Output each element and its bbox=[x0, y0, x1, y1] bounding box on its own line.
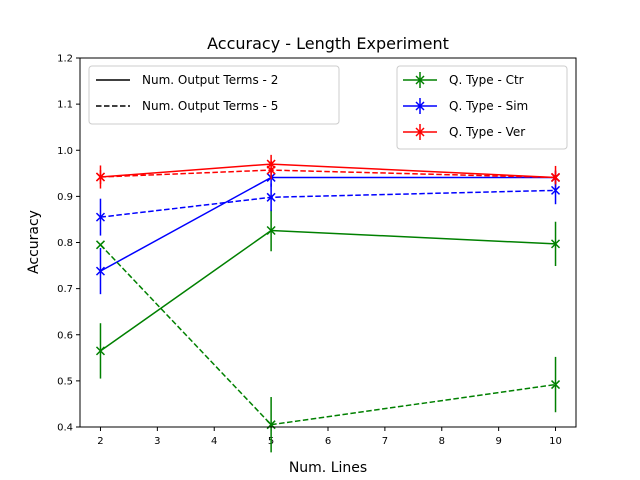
x-tick-label: 2 bbox=[97, 436, 103, 447]
series-sim-5terms bbox=[95, 176, 561, 236]
legend-qtype-sim: Q. Type - Sim bbox=[449, 99, 528, 113]
y-tick-label: 0.7 bbox=[57, 284, 73, 295]
series-line-ctr-2terms bbox=[100, 229, 556, 352]
series-ctr-2terms bbox=[95, 209, 561, 379]
legend-output-terms-2: Num. Output Terms - 2 bbox=[142, 73, 278, 87]
legend-swatch-ctr bbox=[403, 72, 437, 88]
data-point bbox=[266, 225, 276, 236]
legend-question-type: Q. Type - Ctr Q. Type - Sim Q. Type - Ve… bbox=[396, 65, 568, 150]
data-point bbox=[95, 266, 106, 276]
legend-marker bbox=[415, 75, 425, 85]
data-point bbox=[266, 192, 276, 202]
data-point bbox=[550, 239, 561, 249]
series-line-ctr-5terms bbox=[99, 244, 556, 426]
legend-output-terms-box bbox=[88, 65, 340, 125]
y-tick-label: 0.4 bbox=[57, 423, 73, 434]
y-tick-label: 0.5 bbox=[57, 376, 73, 387]
data-point bbox=[550, 172, 561, 182]
x-tick-label: 6 bbox=[325, 436, 331, 447]
legend-marker bbox=[415, 101, 425, 111]
data-point bbox=[95, 212, 106, 222]
series-sim-2terms bbox=[95, 168, 561, 295]
x-tick-label: 9 bbox=[495, 436, 501, 447]
y-tick-label: 0.6 bbox=[57, 330, 73, 341]
series-ver-5terms bbox=[95, 160, 561, 185]
y-tick-label: 1.0 bbox=[57, 146, 73, 157]
y-axis-label: Accuracy bbox=[26, 210, 42, 274]
legend-output-terms-5: Num. Output Terms - 5 bbox=[142, 99, 278, 113]
legend-qtype-ctr: Q. Type - Ctr bbox=[449, 73, 524, 87]
series-ctr-5terms bbox=[95, 240, 561, 453]
legend-swatch-sim bbox=[403, 98, 437, 114]
y-tick-label: 1.2 bbox=[57, 54, 73, 65]
data-point bbox=[95, 240, 106, 250]
y-tick-label: 0.8 bbox=[57, 238, 73, 249]
data-point bbox=[550, 380, 561, 390]
x-tick-label: 10 bbox=[549, 436, 562, 447]
y-tick-label: 0.9 bbox=[57, 192, 73, 203]
data-point bbox=[550, 185, 561, 195]
legend-output-terms: Num. Output Terms - 2 Num. Output Terms … bbox=[88, 65, 340, 125]
series-line-sim-5terms bbox=[100, 189, 556, 218]
legend-qtype-ver: Q. Type - Ver bbox=[449, 125, 525, 139]
x-tick-label: 8 bbox=[439, 436, 445, 447]
legend-question-type-box bbox=[396, 65, 568, 150]
x-tick-label: 4 bbox=[211, 436, 217, 447]
x-axis-label: Num. Lines bbox=[289, 460, 367, 476]
y-tick-label: 1.1 bbox=[57, 100, 73, 111]
chart-title: Accuracy - Length Experiment bbox=[207, 34, 449, 53]
data-point bbox=[266, 165, 276, 175]
legend-marker bbox=[415, 127, 425, 137]
x-tick-label: 3 bbox=[154, 436, 160, 447]
legend-swatch-ver bbox=[403, 124, 437, 140]
x-tick-label: 7 bbox=[382, 436, 388, 447]
data-point bbox=[95, 172, 106, 182]
data-point bbox=[95, 346, 106, 356]
plot-frame bbox=[79, 57, 577, 428]
